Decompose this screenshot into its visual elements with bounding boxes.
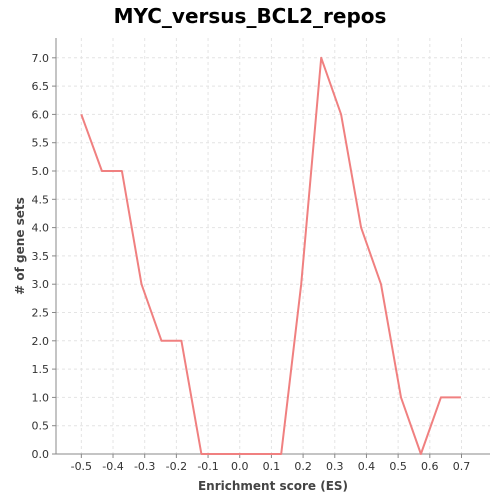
x-axis-label: Enrichment score (ES): [198, 479, 348, 493]
y-tick-label: 6.5: [32, 80, 50, 93]
x-tick-label: -0.3: [134, 460, 155, 473]
y-tick-label: 4.0: [32, 222, 50, 235]
y-tick-label: 3.5: [32, 250, 50, 263]
y-tick-label: 5.0: [32, 165, 50, 178]
x-tick-label: 0.7: [453, 460, 471, 473]
y-tick-label: 3.0: [32, 278, 50, 291]
x-tick-label: -0.1: [197, 460, 218, 473]
x-tick-label: 0.1: [263, 460, 281, 473]
y-tick-label: 7.0: [32, 52, 50, 65]
y-tick-label: 4.5: [32, 193, 50, 206]
y-axis-label: # of gene sets: [13, 197, 27, 295]
y-tick-label: 2.5: [32, 307, 50, 320]
y-tick-label: 2.0: [32, 335, 50, 348]
y-tick-label: 0.5: [32, 420, 50, 433]
y-tick-label: 1.5: [32, 363, 50, 376]
chart-title: MYC_versus_BCL2_repos: [0, 4, 500, 28]
y-tick-label: 6.0: [32, 108, 50, 121]
x-tick-label: -0.2: [166, 460, 187, 473]
y-tick-label: 5.5: [32, 137, 50, 150]
y-tick-label: 1.0: [32, 391, 50, 404]
x-tick-label: 0.3: [326, 460, 344, 473]
x-tick-label: 0.4: [358, 460, 376, 473]
x-tick-label: -0.4: [102, 460, 123, 473]
x-tick-label: 0.0: [231, 460, 249, 473]
x-tick-label: -0.5: [71, 460, 92, 473]
gridlines: [56, 38, 490, 454]
y-tick-label: 0.0: [32, 448, 50, 461]
x-tick-label: 0.6: [421, 460, 439, 473]
x-tick-label: 0.2: [294, 460, 312, 473]
x-tick-label: 0.5: [389, 460, 407, 473]
